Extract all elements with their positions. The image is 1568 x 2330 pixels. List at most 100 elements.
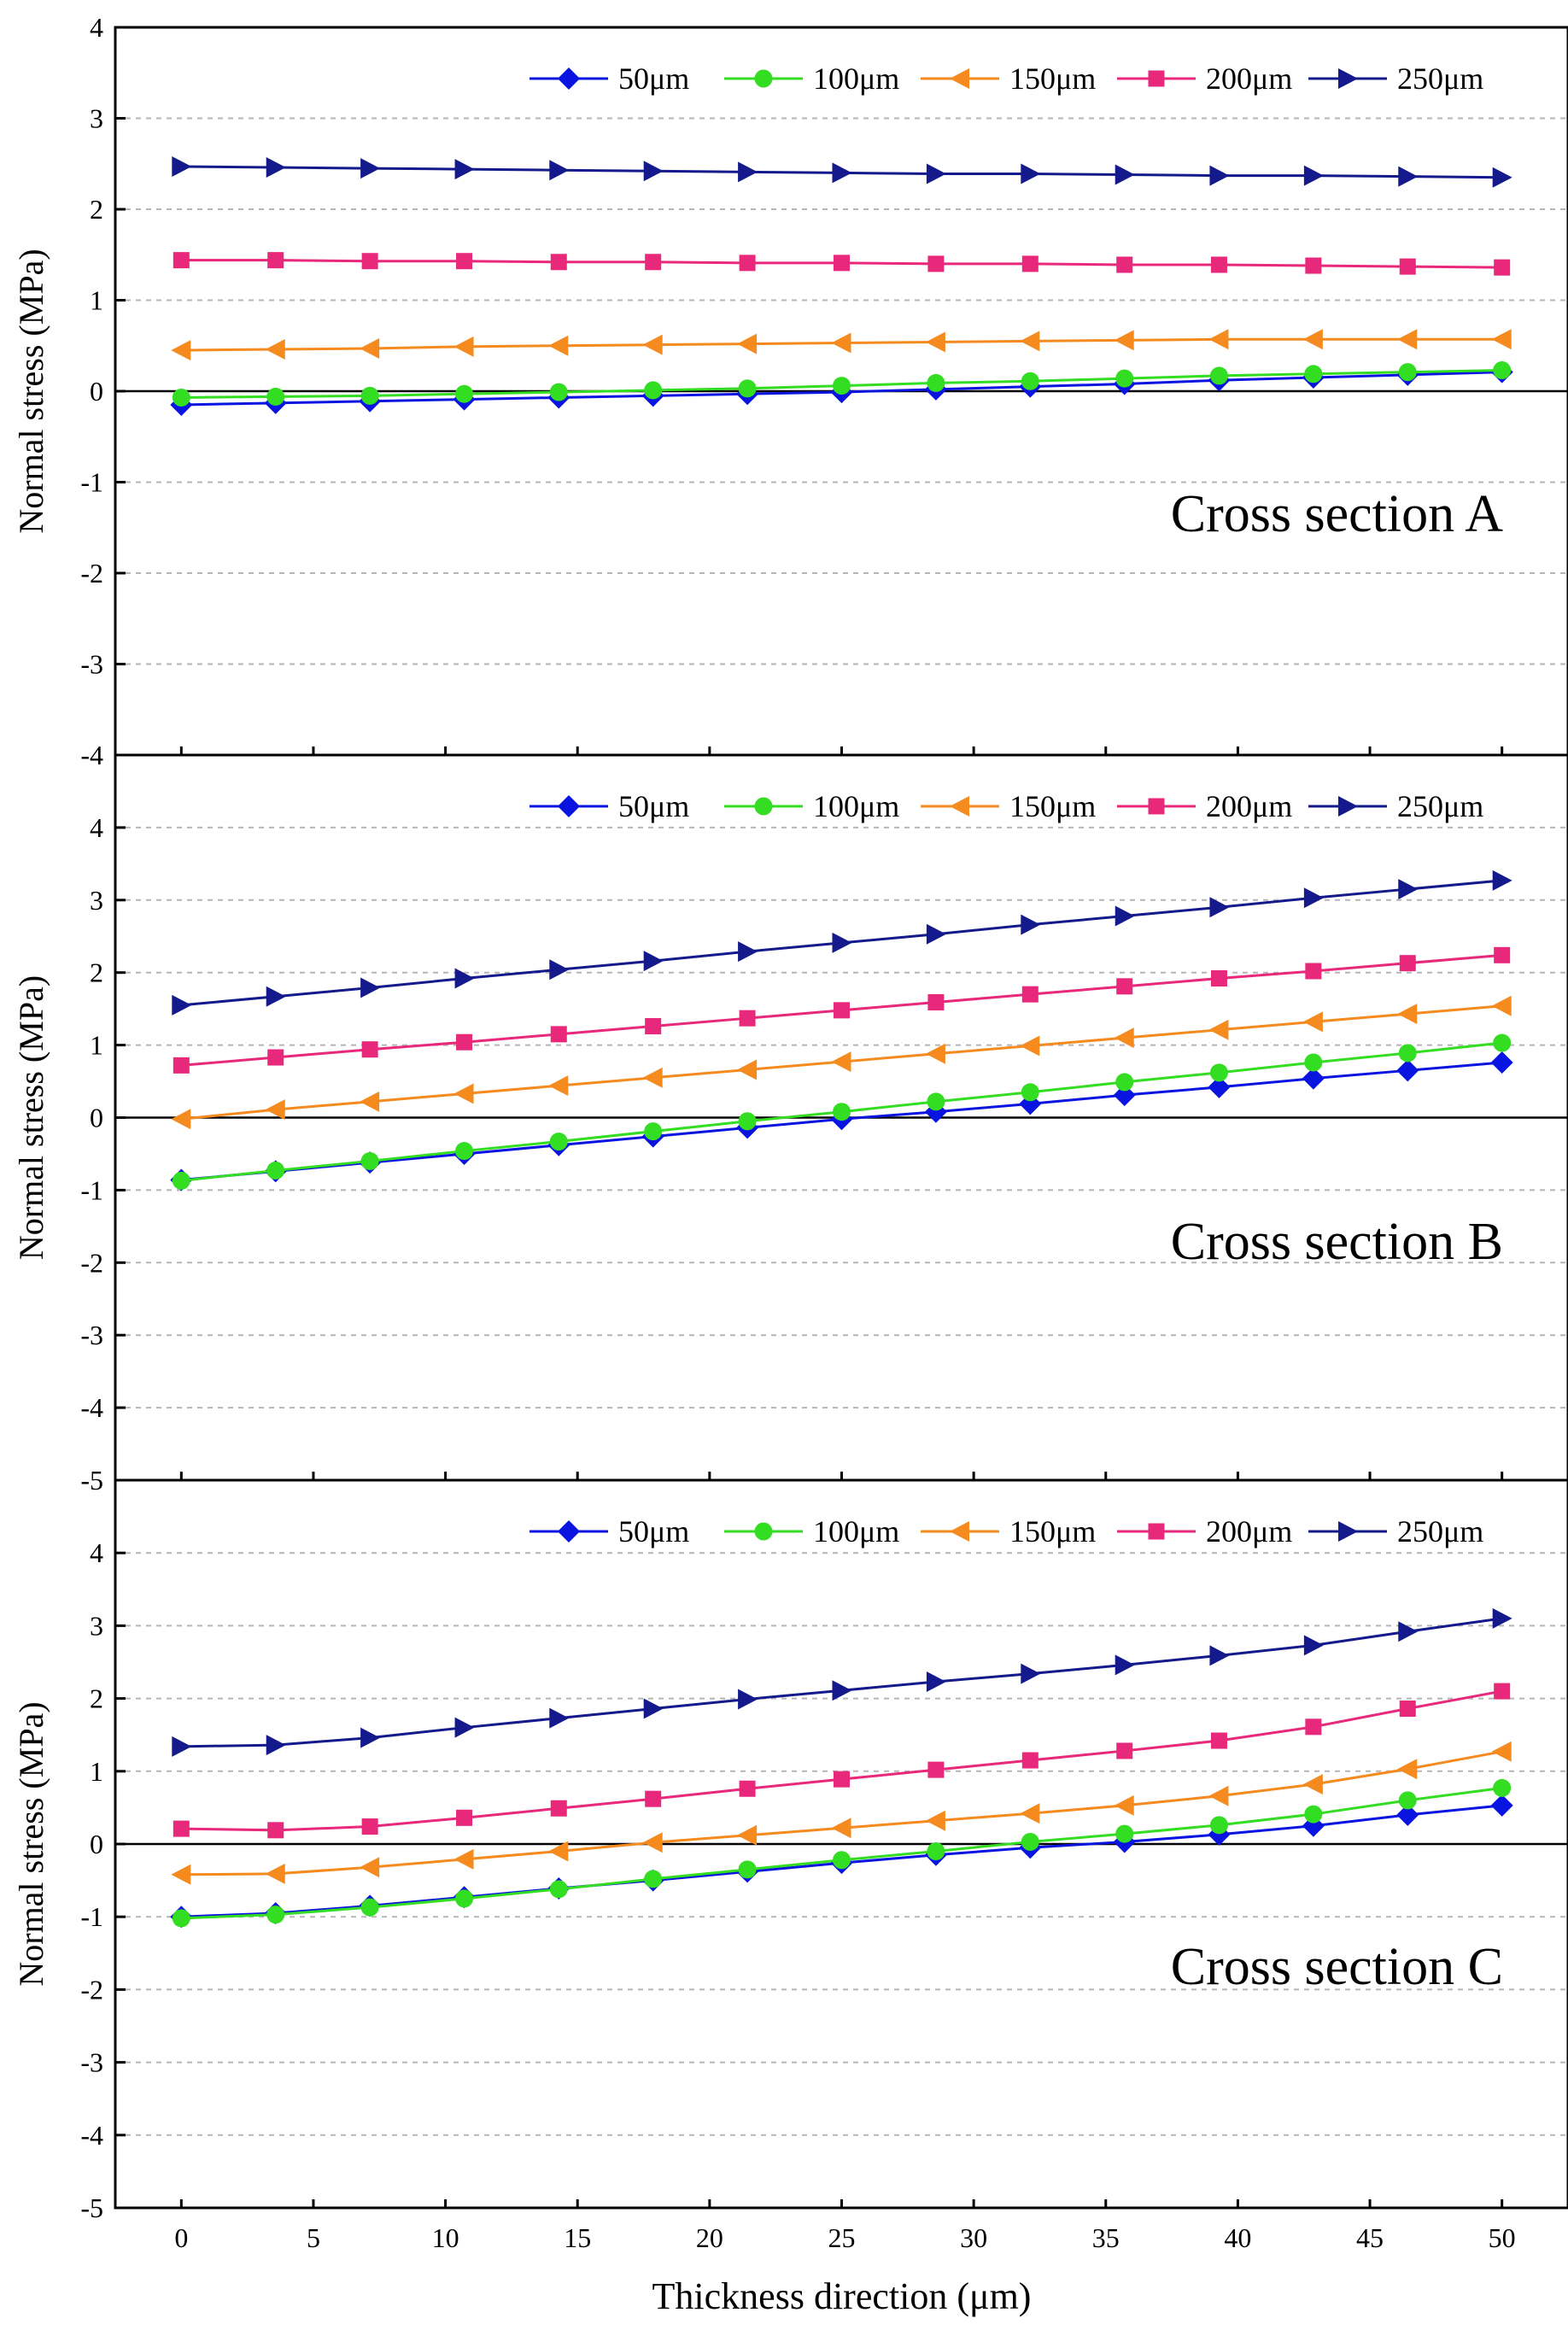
data-point	[927, 1761, 945, 1778]
data-point	[266, 1906, 285, 1924]
data-point	[927, 255, 945, 272]
data-point	[738, 1112, 757, 1131]
data-point	[1020, 1803, 1040, 1824]
y-tick-label: 3	[90, 1610, 103, 1641]
data-point	[453, 336, 474, 357]
data-point	[548, 1075, 569, 1097]
data-point	[171, 340, 191, 361]
data-point	[645, 254, 662, 271]
data-point	[266, 1161, 285, 1180]
data-point	[1304, 365, 1323, 383]
data-point	[834, 255, 850, 272]
data-point	[1490, 1794, 1513, 1817]
legend-marker	[1338, 796, 1358, 817]
data-point	[1021, 1752, 1039, 1769]
data-point	[550, 1800, 567, 1817]
data-point	[1493, 361, 1512, 380]
data-point	[1208, 1019, 1229, 1040]
data-point	[1303, 1635, 1324, 1656]
panel-annotation: Cross section C	[1171, 1938, 1503, 1996]
data-point	[265, 1863, 285, 1884]
data-point	[738, 1860, 757, 1879]
data-point	[832, 932, 852, 953]
data-point	[834, 1002, 850, 1019]
x-tick-label: 10	[432, 2222, 459, 2253]
data-point	[832, 1680, 852, 1701]
data-point	[1490, 1051, 1513, 1074]
data-point	[550, 1026, 567, 1043]
x-tick-label: 30	[960, 2222, 987, 2253]
y-tick-label: 3	[90, 885, 103, 916]
data-point	[1021, 163, 1041, 184]
data-point	[1494, 259, 1511, 276]
y-axis-label: Normal stress (MPa)	[12, 975, 50, 1260]
data-point	[1116, 256, 1133, 273]
data-point	[1491, 995, 1512, 1016]
data-point	[455, 384, 474, 403]
data-point	[172, 1909, 190, 1928]
x-tick-label: 0	[174, 2222, 188, 2253]
data-point	[1494, 1683, 1511, 1700]
data-point	[361, 253, 378, 270]
data-point	[1303, 887, 1324, 909]
data-point	[1493, 1778, 1512, 1797]
data-point	[549, 1880, 568, 1899]
data-point	[642, 334, 663, 355]
data-point	[266, 387, 285, 406]
data-point	[360, 1091, 380, 1112]
data-point	[738, 161, 758, 183]
legend-marker	[1338, 68, 1358, 89]
data-point	[738, 941, 758, 963]
data-point	[1399, 955, 1416, 972]
data-point	[454, 1717, 475, 1738]
data-point	[1398, 879, 1419, 900]
data-point	[1209, 897, 1230, 918]
data-point	[1396, 1059, 1419, 1082]
y-tick-label: -1	[80, 1901, 103, 1932]
data-point	[737, 1824, 758, 1846]
data-point	[456, 253, 473, 270]
data-point	[172, 388, 190, 407]
data-point	[1398, 166, 1419, 187]
data-point	[1115, 1824, 1134, 1843]
legend-label: 50μm	[618, 61, 689, 96]
data-point	[1114, 330, 1134, 351]
data-point	[1305, 963, 1322, 980]
data-point	[1491, 1741, 1512, 1762]
y-tick-label: -4	[80, 740, 103, 770]
data-point	[737, 333, 758, 354]
data-point	[645, 1790, 662, 1807]
data-point	[360, 386, 379, 405]
data-point	[834, 1771, 850, 1788]
legend-label: 200μm	[1206, 1514, 1292, 1548]
y-tick-label: 0	[90, 1103, 103, 1133]
data-point	[739, 1010, 756, 1027]
data-point	[833, 1851, 851, 1870]
legend-label: 200μm	[1206, 789, 1292, 823]
data-point	[1493, 1033, 1512, 1052]
data-point	[360, 977, 381, 998]
legend-marker	[754, 69, 773, 88]
data-point	[453, 1848, 474, 1870]
y-tick-label: -3	[80, 1320, 103, 1350]
data-point	[1210, 1732, 1227, 1749]
y-tick-label: 4	[90, 812, 103, 843]
data-point	[831, 332, 851, 354]
legend-label: 250μm	[1397, 61, 1483, 96]
data-point	[173, 1057, 190, 1074]
data-point	[642, 1067, 663, 1088]
x-tick-label: 35	[1092, 2222, 1120, 2253]
data-point	[1396, 1803, 1419, 1826]
data-point	[267, 1049, 284, 1066]
legend-marker	[950, 796, 969, 817]
data-point	[1398, 1791, 1417, 1810]
data-point	[453, 1083, 474, 1104]
data-point	[1305, 257, 1322, 274]
data-point	[1494, 946, 1511, 963]
data-point	[739, 255, 756, 272]
data-point	[1492, 167, 1512, 188]
data-point	[1209, 1816, 1228, 1835]
data-point	[1115, 905, 1135, 927]
data-point	[1399, 1701, 1416, 1718]
data-point	[1021, 1663, 1041, 1684]
